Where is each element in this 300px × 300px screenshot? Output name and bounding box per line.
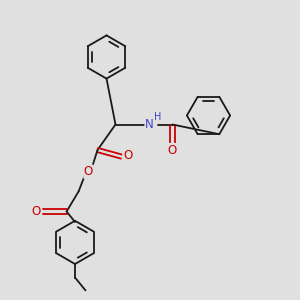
Text: O: O xyxy=(84,165,93,178)
Text: H: H xyxy=(154,112,162,122)
Text: N: N xyxy=(145,118,154,131)
Text: O: O xyxy=(168,143,177,157)
Text: O: O xyxy=(32,205,40,218)
Text: O: O xyxy=(123,148,132,162)
